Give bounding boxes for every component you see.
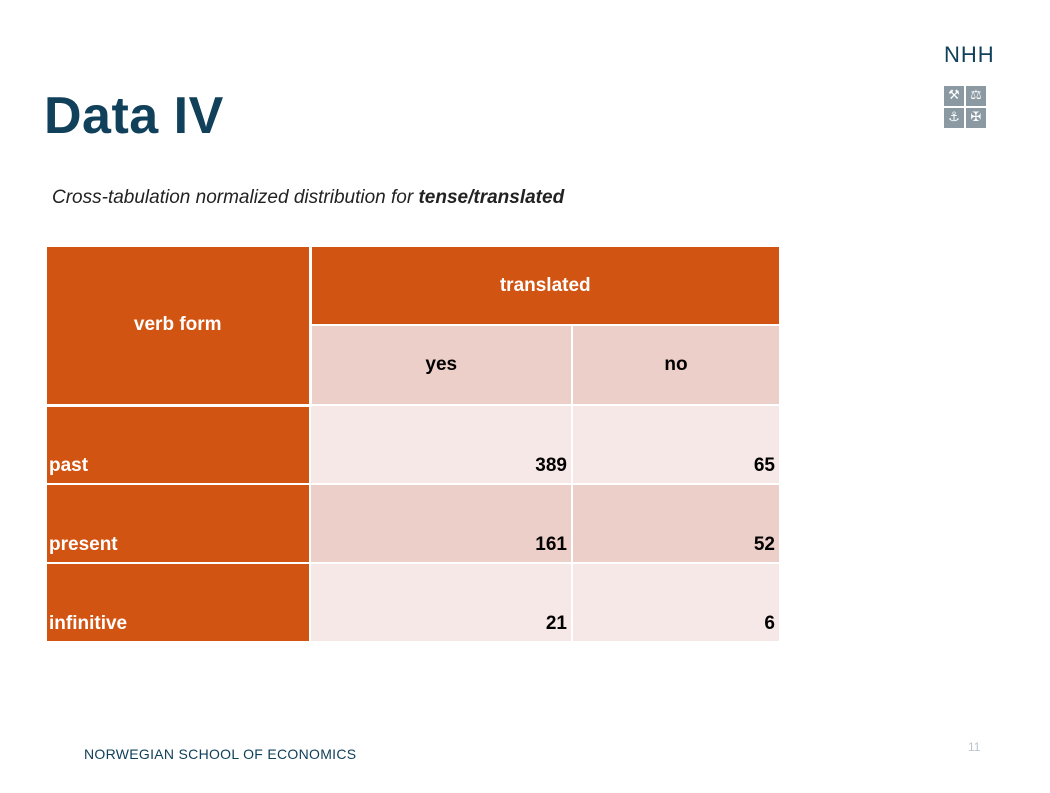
- footer-institution: NORWEGIAN SCHOOL OF ECONOMICS: [84, 746, 357, 762]
- row-header: infinitive: [45, 562, 311, 643]
- header-row-1: verb form translated: [45, 245, 781, 407]
- table-row: past 389 65: [45, 404, 781, 485]
- table-row: present 161 52: [45, 483, 781, 564]
- caption-emphasis: tense/translated: [418, 187, 565, 208]
- table-cell: 389: [309, 404, 573, 485]
- anchor-icon: ⚓: [944, 108, 964, 128]
- table-row: infinitive 21 6: [45, 562, 781, 643]
- logo-text: NHH: [944, 42, 995, 67]
- corner-header: verb form: [45, 245, 312, 407]
- header-row-2: yes no: [46, 324, 781, 406]
- ship-wheel-icon: ✠: [966, 108, 986, 128]
- slide-title: Data IV: [44, 87, 224, 145]
- page-number: 11: [968, 740, 981, 754]
- column-header-yes: yes: [309, 324, 573, 406]
- table-cell: 6: [571, 562, 781, 643]
- table-caption: Cross-tabulation normalized distribution…: [52, 187, 564, 209]
- caption-text: Cross-tabulation normalized distribution…: [52, 187, 419, 208]
- table-cell: 52: [571, 483, 781, 564]
- crosstab-table: verb form translated yes no past 389 65 …: [45, 245, 781, 643]
- table-cell: 161: [309, 483, 573, 564]
- hammer-pick-icon: ⚒: [944, 86, 964, 106]
- row-header: present: [45, 483, 311, 564]
- logo-emblem: ⚒ ⚖ ⚓ ✠: [944, 86, 990, 128]
- nhh-logo: NHH ⚒ ⚖ ⚓ ✠: [944, 42, 995, 128]
- scales-icon: ⚖: [966, 86, 986, 106]
- column-header-no: no: [571, 324, 781, 406]
- table-cell: 21: [309, 562, 573, 643]
- table-cell: 65: [571, 404, 781, 485]
- row-header: past: [45, 404, 311, 485]
- group-header: translated: [309, 245, 781, 326]
